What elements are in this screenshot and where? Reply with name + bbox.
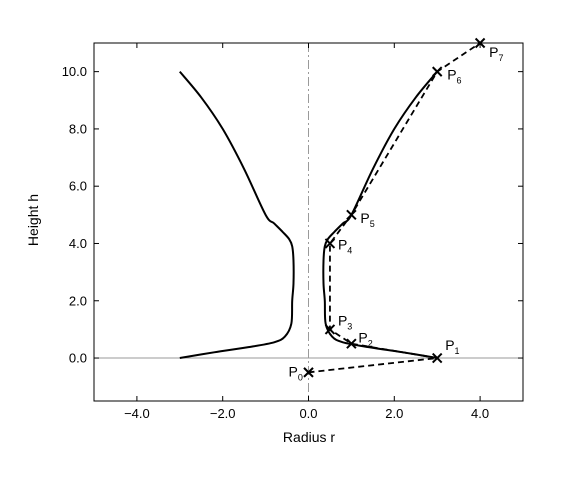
- y-axis-title: Height h: [25, 194, 41, 246]
- marker-stroke: [346, 209, 357, 221]
- y-tick-label: 6.0: [69, 179, 87, 194]
- control-point-marker-3: [324, 324, 336, 335]
- marker-stroke: [431, 66, 443, 77]
- marker-stroke: [346, 338, 357, 349]
- x-tick-label: 0.0: [299, 406, 317, 421]
- y-tick-label: 0.0: [69, 351, 87, 366]
- control-point-subscript: 4: [347, 245, 352, 255]
- x-tick-label: −2.0: [210, 406, 236, 421]
- y-tick-label: 8.0: [69, 121, 87, 136]
- x-tick-label: −4.0: [124, 406, 150, 421]
- control-point-subscript: 6: [457, 76, 462, 86]
- control-point-label-0: P0: [289, 363, 303, 382]
- curves: [179, 71, 438, 360]
- marker-stroke: [431, 352, 443, 364]
- control-point-label-7: P7: [489, 44, 503, 63]
- control-point-label-3: P3: [338, 312, 352, 331]
- control-polygon-line: [308, 42, 481, 374]
- reference-lines: [94, 43, 523, 401]
- control-point-marker-2: [346, 338, 357, 349]
- control-point-label-6: P6: [447, 67, 461, 86]
- control-point-marker-0: [303, 367, 314, 378]
- control-point-subscript: 3: [347, 321, 352, 331]
- y-tick-label: 4.0: [69, 236, 87, 251]
- control-polygon: [308, 42, 481, 374]
- control-point-marker-5: [346, 209, 357, 221]
- control-point-label-4: P4: [338, 236, 352, 255]
- x-axis-title: Radius r: [283, 429, 335, 445]
- control-point-markers: [303, 37, 486, 378]
- control-point-subscript: 7: [498, 53, 503, 63]
- control-point-marker-4: [324, 238, 336, 249]
- control-point-marker-1: [431, 352, 443, 364]
- marker-stroke: [303, 367, 314, 378]
- control-point-subscript: 0: [298, 372, 303, 382]
- control-point-label-1: P1: [445, 337, 459, 356]
- x-tick-label: 2.0: [385, 406, 403, 421]
- control-point-subscript: 1: [455, 346, 460, 356]
- y-tick-label: 10.0: [62, 64, 87, 79]
- control-point-label-5: P5: [360, 210, 374, 229]
- control-point-marker-6: [431, 66, 443, 77]
- x-tick-label: 4.0: [471, 406, 489, 421]
- marker-stroke: [324, 238, 336, 249]
- control-point-subscript: 5: [370, 219, 375, 229]
- y-tick-label: 2.0: [69, 293, 87, 308]
- curve-line-left: [179, 71, 295, 360]
- control-point-subscript: 2: [368, 339, 373, 349]
- curve-line-right: [322, 71, 438, 360]
- axis-ticks: −4.0 −2.0 0.0 2.0 4.0 0.0 2.0 4.0 6.0 8.0 10.0: [62, 43, 523, 421]
- marker-stroke: [324, 324, 336, 335]
